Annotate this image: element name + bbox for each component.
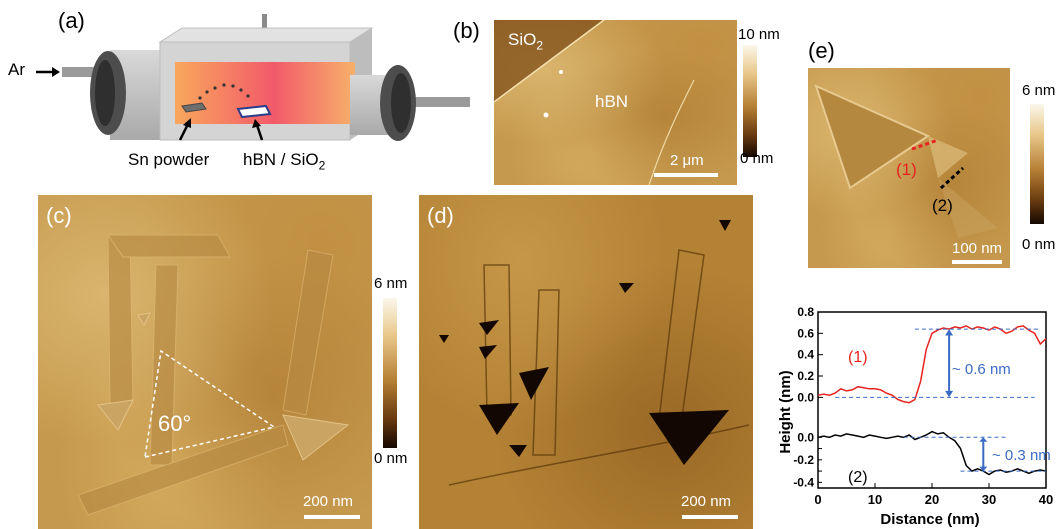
colorbar-b-min: 0 nm bbox=[740, 150, 774, 167]
x-tick-label: 10 bbox=[868, 492, 882, 507]
colorbar-c-min: 0 nm bbox=[374, 450, 408, 467]
panel-c-label: (c) bbox=[46, 203, 72, 228]
chart-annotations bbox=[835, 328, 1046, 472]
cvd-furnace-schematic bbox=[36, 14, 470, 141]
x-tick-label: 0 bbox=[814, 492, 821, 507]
ar-gas-label: Ar bbox=[8, 60, 25, 79]
scale-bar-d bbox=[682, 515, 738, 519]
afm-image-d: (d) 200 nm bbox=[419, 195, 753, 529]
annotation-lower: ~ 0.3 nm bbox=[992, 447, 1051, 464]
colorbar-e-max: 6 nm bbox=[1022, 82, 1056, 99]
y-tick-label-upper: 0.4 bbox=[797, 348, 814, 362]
series-2-label: (2) bbox=[848, 469, 868, 486]
line-1-label: (1) bbox=[896, 160, 917, 179]
arrowhead-lower-bottom bbox=[979, 466, 988, 472]
colorbar-c bbox=[383, 298, 397, 448]
series-2-line bbox=[817, 430, 1047, 476]
scale-label-d: 200 nm bbox=[681, 493, 732, 510]
colorbar-e bbox=[1030, 104, 1044, 224]
x-tick-label: 40 bbox=[1039, 492, 1053, 507]
angle-label: 60° bbox=[158, 411, 192, 436]
sio2-region-label: SiO2 bbox=[508, 30, 544, 53]
y-tick-label-upper: 0.2 bbox=[797, 369, 814, 383]
arrowhead-upper-top bbox=[945, 329, 954, 336]
scale-bar-c bbox=[304, 515, 360, 519]
y-tick-label-upper: 0.0 bbox=[797, 390, 814, 404]
panel-a-label: (a) bbox=[58, 8, 85, 33]
series-1-label: (1) bbox=[848, 349, 868, 366]
panel-e-label: (e) bbox=[808, 38, 835, 63]
arrowhead-upper-bottom bbox=[945, 390, 954, 398]
colorbar-b-max: 10 nm bbox=[738, 26, 780, 43]
afm-image-c: (c) 60° 200 nm bbox=[38, 195, 372, 529]
scale-label-e: 100 nm bbox=[952, 240, 1003, 257]
scale-label-b: 2 μm bbox=[670, 152, 704, 169]
hbn-sio2-label: hBN / SiO2 bbox=[243, 150, 326, 173]
line-2-label: (2) bbox=[932, 196, 953, 215]
y-axis-label: Height (nm) bbox=[777, 370, 794, 453]
y-tick-label-lower: 0.0 bbox=[797, 430, 814, 444]
colorbar-b bbox=[743, 45, 757, 157]
scale-bar-e bbox=[952, 260, 1002, 264]
scale-bar-b bbox=[654, 173, 718, 177]
panel-b-label: (b) bbox=[453, 18, 480, 43]
chart-ticks: 0 10 20 30 40 0.0 0.2 0.4 0.6 0.8 -0.4 -0.2 0.0 bbox=[793, 305, 1053, 507]
x-tick-label: 30 bbox=[982, 492, 996, 507]
scale-label-c: 200 nm bbox=[303, 493, 354, 510]
afm-image-e: (1) (2) 100 nm bbox=[808, 68, 1010, 268]
x-tick-label: 20 bbox=[925, 492, 939, 507]
y-tick-label-upper: 0.8 bbox=[797, 305, 814, 319]
y-tick-label-upper: 0.6 bbox=[797, 326, 814, 340]
x-axis-label: Distance (nm) bbox=[880, 511, 979, 528]
annotation-upper: ~ 0.6 nm bbox=[952, 361, 1011, 378]
colorbar-e-min: 0 nm bbox=[1022, 236, 1056, 253]
arrowhead-lower-top bbox=[979, 437, 988, 442]
panel-d-label: (d) bbox=[427, 203, 454, 228]
afm-image-b: SiO2 hBN 2 μm bbox=[494, 20, 737, 185]
height-profile-chart: 0 10 20 30 40 0.0 0.2 0.4 0.6 0.8 -0.4 -0.2 0.0 Dist… bbox=[777, 305, 1053, 528]
y-tick-label-lower: -0.4 bbox=[793, 475, 814, 489]
y-tick-label-lower: -0.2 bbox=[793, 453, 814, 467]
colorbar-c-max: 6 nm bbox=[374, 275, 408, 292]
chart-series bbox=[817, 325, 1047, 476]
series-1-line bbox=[817, 325, 1047, 404]
sn-powder-label: Sn powder bbox=[128, 150, 210, 169]
hbn-region-label: hBN bbox=[595, 92, 629, 111]
